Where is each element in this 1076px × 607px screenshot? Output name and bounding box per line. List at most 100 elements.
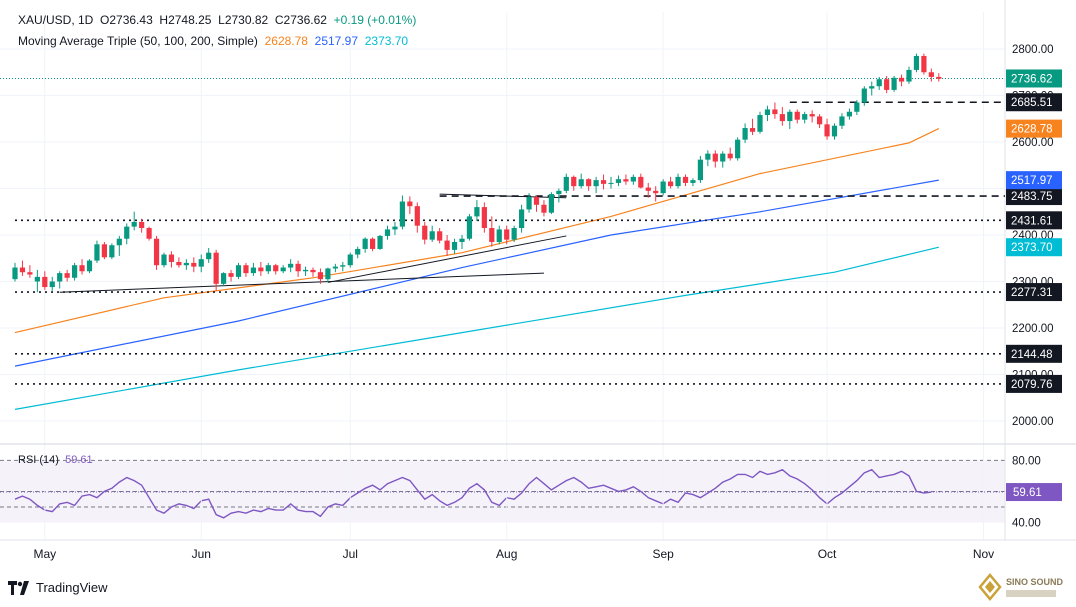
candle-body (34, 276, 40, 282)
candle-body (489, 228, 495, 242)
candle-body (749, 128, 756, 132)
watermark-logo-icon (978, 573, 1002, 601)
ma-label: 2517.97 (1011, 175, 1053, 187)
candle (772, 102, 778, 119)
tradingview-icon (8, 580, 29, 595)
candle (340, 261, 346, 272)
candle-body (571, 176, 577, 187)
candle-body (764, 109, 771, 116)
candle (541, 200, 547, 217)
x-tick-label: Jul (343, 547, 358, 561)
tradingview-logo[interactable]: TradingView (8, 580, 108, 595)
candle (422, 221, 428, 245)
candle-body (615, 179, 622, 183)
candle (429, 225, 435, 242)
candle (802, 111, 808, 124)
candle-body (94, 244, 100, 261)
candle (198, 254, 204, 273)
candle-body (854, 102, 860, 112)
candle-body (936, 76, 942, 79)
candle-body (600, 180, 607, 184)
candle (451, 238, 458, 254)
moving-averages (14, 128, 940, 410)
candle (854, 100, 860, 116)
candle (727, 147, 733, 161)
candle-body (459, 238, 465, 242)
y-tick-label: 2000.00 (1012, 416, 1054, 428)
candle (444, 235, 450, 256)
candle (12, 262, 18, 282)
candle-body (288, 263, 294, 268)
candle-body (332, 266, 338, 269)
level-label-bg (1006, 374, 1062, 393)
candle (876, 76, 882, 90)
candle-body (735, 139, 741, 159)
rsi-label[interactable]: RSI (14) (18, 454, 59, 466)
candle-body (109, 245, 115, 258)
candle (325, 267, 331, 283)
trendlines (59, 193, 567, 293)
candle-body (519, 209, 525, 229)
candle (496, 225, 502, 245)
level-label: 2144.48 (1011, 349, 1053, 361)
candle (347, 252, 353, 268)
y-tick-label: 2200.00 (1012, 323, 1054, 335)
last-price-label-bg (1006, 69, 1062, 88)
candle (668, 176, 674, 189)
trendline (327, 235, 567, 283)
candle-body (891, 77, 897, 90)
candle-body (638, 176, 644, 188)
candle (593, 176, 599, 194)
ma-label: 2628.78 (1011, 124, 1053, 136)
rsi-tick-label: 40.00 (1012, 517, 1041, 529)
candle-body (243, 265, 249, 274)
level-label-bg (1006, 211, 1062, 230)
candle-body (191, 262, 197, 267)
candle (265, 262, 271, 275)
candle (757, 111, 763, 134)
candle (913, 53, 920, 73)
x-tick-label: Jun (192, 547, 211, 561)
level-label: 2277.31 (1011, 287, 1053, 299)
candle-body (727, 153, 733, 159)
candle (124, 223, 130, 245)
candle-body (392, 226, 398, 230)
candle (131, 211, 137, 231)
candle (34, 269, 40, 293)
candle-body (630, 176, 636, 182)
ma200-value: 2373.70 (364, 34, 409, 48)
candle-body (437, 231, 443, 241)
y-tick-label: 2800.00 (1012, 44, 1054, 56)
symbol-label[interactable]: XAU/USD, 1D (18, 13, 94, 27)
candle-body (876, 79, 882, 87)
candle-body (586, 179, 592, 187)
rsi-value-label-bg (1006, 483, 1062, 502)
low-value: L2730.82 (218, 13, 269, 27)
candle-body (399, 201, 405, 227)
candle-body (742, 128, 748, 140)
ma50-value: 2628.78 (264, 34, 308, 48)
candle-body (906, 69, 912, 82)
candle-body (802, 114, 808, 120)
level-label-bg (1006, 187, 1062, 206)
level-label-bg (1006, 283, 1062, 302)
ma-indicator-label[interactable]: Moving Average Triple (50, 100, 200, Sim… (18, 34, 258, 48)
candle-body (355, 248, 361, 255)
candle-body (57, 273, 63, 282)
candle-body (720, 153, 726, 162)
candle-body (831, 125, 838, 137)
x-tick-label: Nov (973, 547, 994, 561)
candle (600, 174, 607, 190)
candle (332, 263, 338, 273)
candle-body (578, 179, 584, 187)
ma-label: 2373.70 (1011, 242, 1053, 254)
candle-body (511, 228, 517, 240)
candle (42, 271, 48, 290)
level-label-bg (1006, 344, 1062, 363)
candle (243, 262, 249, 277)
ma100-value: 2517.97 (314, 34, 359, 48)
open-value: O2736.43 (100, 13, 153, 27)
candle (630, 174, 636, 185)
candle (526, 193, 532, 213)
